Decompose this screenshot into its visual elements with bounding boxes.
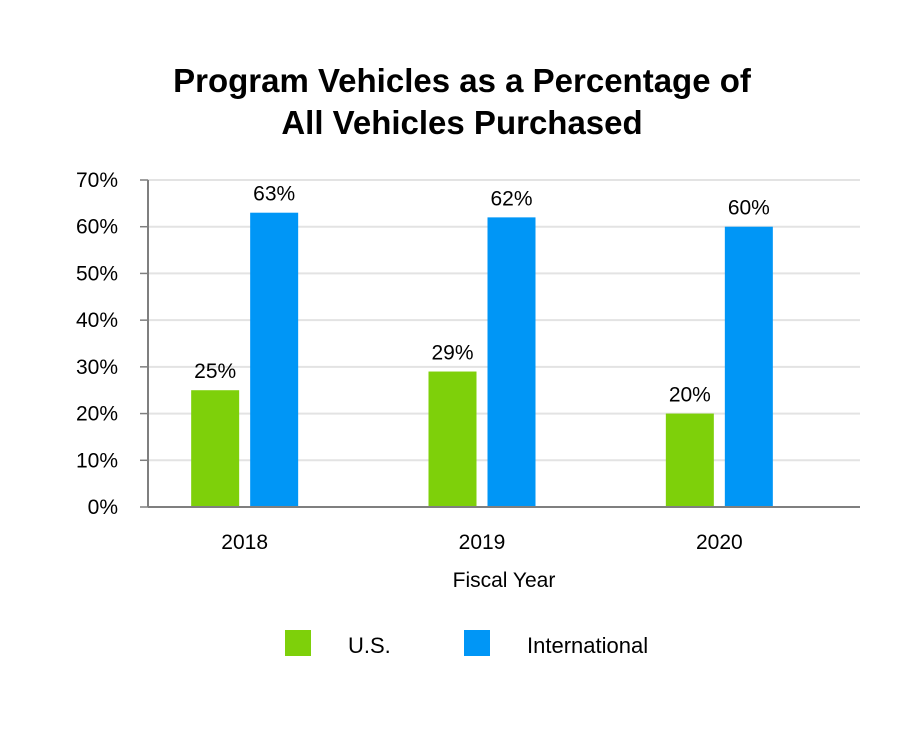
data-label: 62%	[490, 187, 532, 210]
bar-u-s--2019	[428, 371, 477, 507]
x-tick-label: 2020	[696, 531, 743, 554]
chart-title-line-1: Program Vehicles as a Percentage of	[173, 62, 751, 99]
bar-u-s--2018	[191, 390, 240, 507]
data-label: 25%	[194, 360, 236, 383]
data-label: 20%	[669, 384, 711, 407]
y-tick-label: 70%	[76, 169, 118, 192]
legend-swatch	[285, 630, 311, 656]
x-tick-label: 2019	[459, 531, 506, 554]
y-tick-label: 10%	[76, 449, 118, 472]
legend: U.S. International	[285, 630, 648, 658]
legend-label: International	[527, 633, 648, 658]
axes: 0% 10% 20% 30% 40% 50% 60% 70% 2018 2019 2020	[76, 169, 860, 554]
legend-label: U.S.	[348, 633, 391, 658]
bars	[191, 212, 773, 507]
y-tick-label: 60%	[76, 216, 118, 239]
y-tick-label: 30%	[76, 356, 118, 379]
data-label: 63%	[253, 183, 295, 206]
data-label: 60%	[728, 197, 770, 220]
chart-title: Program Vehicles as a Percentage of All …	[0, 60, 924, 144]
chart-title-line-2: All Vehicles Purchased	[281, 104, 643, 141]
bar-international-2020	[724, 226, 773, 507]
y-tick-label: 0%	[88, 496, 118, 519]
data-label: 29%	[431, 342, 473, 365]
y-tick-label: 50%	[76, 262, 118, 285]
data-labels: 25% 63% 29% 62% 20% 60%	[194, 183, 770, 407]
x-tick-label: 2018	[221, 531, 268, 554]
y-tick-label: 20%	[76, 403, 118, 426]
bar-international-2018	[250, 212, 299, 507]
y-tick-label: 40%	[76, 309, 118, 332]
bar-international-2019	[487, 217, 536, 507]
bar-u-s--2020	[665, 413, 714, 507]
x-axis-title: Fiscal Year	[453, 569, 556, 592]
legend-swatch	[464, 630, 490, 656]
